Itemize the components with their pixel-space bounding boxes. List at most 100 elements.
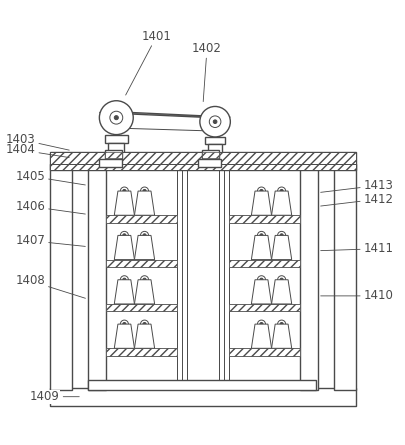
Polygon shape — [134, 324, 154, 348]
Circle shape — [209, 116, 220, 127]
Circle shape — [120, 320, 128, 328]
Text: 1411: 1411 — [320, 242, 392, 255]
Circle shape — [279, 323, 283, 326]
Bar — [88, 380, 315, 390]
Bar — [299, 164, 317, 390]
Bar — [219, 164, 229, 390]
Polygon shape — [134, 191, 154, 215]
Bar — [105, 150, 122, 160]
Circle shape — [120, 187, 128, 195]
Circle shape — [99, 101, 133, 134]
Bar — [105, 152, 122, 158]
Bar — [50, 388, 355, 406]
Bar — [50, 164, 72, 390]
Text: 1402: 1402 — [192, 42, 222, 101]
Bar — [50, 388, 355, 406]
Circle shape — [199, 106, 230, 137]
Bar — [106, 304, 176, 311]
Bar — [333, 164, 355, 390]
Circle shape — [213, 120, 216, 124]
Circle shape — [277, 187, 285, 195]
Polygon shape — [271, 324, 291, 348]
Bar — [106, 348, 176, 356]
Circle shape — [279, 234, 283, 237]
Bar — [333, 164, 355, 390]
Bar — [229, 348, 299, 356]
Bar — [205, 137, 225, 144]
Bar — [108, 143, 124, 157]
Text: 1409: 1409 — [30, 390, 79, 403]
Circle shape — [279, 190, 283, 193]
Bar — [176, 164, 186, 390]
Bar — [106, 215, 176, 222]
Text: 1408: 1408 — [15, 275, 85, 298]
Polygon shape — [114, 280, 134, 304]
Circle shape — [122, 190, 126, 193]
Bar — [88, 164, 106, 390]
Circle shape — [143, 323, 146, 326]
Bar — [229, 348, 299, 356]
Circle shape — [140, 231, 148, 239]
Polygon shape — [251, 235, 271, 259]
Bar — [99, 159, 122, 167]
Polygon shape — [134, 280, 154, 304]
Polygon shape — [99, 113, 230, 117]
Circle shape — [257, 276, 265, 284]
Polygon shape — [114, 191, 134, 215]
Circle shape — [143, 234, 146, 237]
Circle shape — [259, 278, 262, 281]
Circle shape — [143, 278, 146, 281]
Circle shape — [257, 231, 265, 239]
Bar — [229, 259, 299, 267]
Bar — [50, 164, 355, 170]
Text: 1406: 1406 — [15, 200, 85, 214]
Circle shape — [257, 187, 265, 195]
Bar — [202, 152, 219, 158]
Circle shape — [110, 111, 122, 124]
Polygon shape — [114, 235, 134, 259]
Bar — [299, 164, 317, 390]
Bar — [229, 259, 299, 267]
Bar — [106, 215, 176, 222]
Circle shape — [114, 116, 118, 120]
Circle shape — [277, 320, 285, 328]
Bar — [105, 134, 127, 143]
Bar — [202, 155, 223, 162]
Circle shape — [122, 234, 126, 237]
Text: 1401: 1401 — [126, 30, 171, 95]
Circle shape — [122, 323, 126, 326]
Bar — [106, 348, 176, 356]
Text: 1413: 1413 — [320, 179, 392, 192]
Circle shape — [140, 276, 148, 284]
Bar — [219, 164, 229, 390]
Circle shape — [259, 190, 262, 193]
Circle shape — [143, 190, 146, 193]
Bar — [88, 380, 315, 390]
Text: 1405: 1405 — [15, 170, 85, 185]
Circle shape — [259, 323, 262, 326]
Circle shape — [122, 278, 126, 281]
Polygon shape — [271, 235, 291, 259]
Polygon shape — [271, 280, 291, 304]
Polygon shape — [251, 280, 271, 304]
Bar — [88, 164, 106, 390]
Polygon shape — [251, 324, 271, 348]
Bar — [106, 304, 176, 311]
Polygon shape — [114, 324, 134, 348]
Bar — [207, 144, 222, 156]
Circle shape — [279, 278, 283, 281]
Bar — [102, 156, 124, 163]
Bar — [106, 259, 176, 267]
Text: 1407: 1407 — [15, 234, 85, 247]
Text: 1412: 1412 — [320, 193, 392, 206]
Bar — [229, 304, 299, 311]
Polygon shape — [134, 235, 154, 259]
Bar — [229, 304, 299, 311]
Text: 1404: 1404 — [6, 143, 69, 158]
Circle shape — [140, 320, 148, 328]
Circle shape — [120, 276, 128, 284]
Circle shape — [140, 187, 148, 195]
Bar — [176, 164, 186, 390]
Bar — [229, 215, 299, 222]
Bar — [50, 164, 355, 170]
